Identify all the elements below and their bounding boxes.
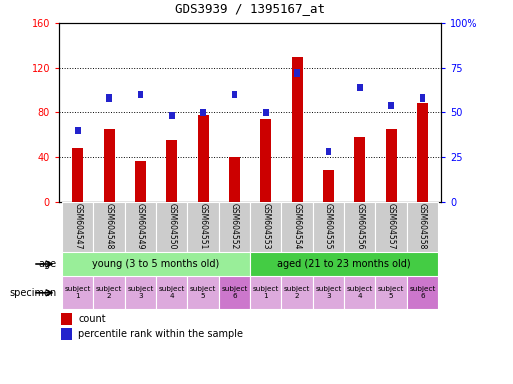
Bar [187, 202, 219, 252]
Text: GSM604557: GSM604557 [387, 203, 396, 250]
Text: GSM604548: GSM604548 [105, 204, 113, 250]
Text: GSM604556: GSM604556 [355, 203, 364, 250]
Text: GSM604550: GSM604550 [167, 203, 176, 250]
Text: subject
1: subject 1 [252, 286, 279, 299]
Text: subject
5: subject 5 [190, 286, 216, 299]
Bar [62, 276, 93, 309]
Text: GSM604549: GSM604549 [136, 203, 145, 250]
Text: GSM604558: GSM604558 [418, 204, 427, 250]
Text: subject
1: subject 1 [65, 286, 91, 299]
Text: subject
6: subject 6 [409, 286, 436, 299]
Text: GSM604547: GSM604547 [73, 203, 82, 250]
Text: percentile rank within the sample: percentile rank within the sample [78, 329, 243, 339]
Text: subject
3: subject 3 [127, 286, 153, 299]
Bar [72, 148, 83, 202]
Bar [219, 276, 250, 309]
Text: subject
2: subject 2 [96, 286, 122, 299]
Bar [231, 91, 237, 98]
Bar [354, 137, 365, 202]
Bar [260, 119, 271, 202]
Bar [125, 202, 156, 252]
Text: GSM604554: GSM604554 [292, 203, 302, 250]
Text: aged (21 to 23 months old): aged (21 to 23 months old) [277, 259, 411, 269]
Text: subject
3: subject 3 [315, 286, 342, 299]
Bar [137, 91, 143, 98]
Bar [294, 70, 300, 77]
Bar [75, 127, 81, 134]
Bar [169, 112, 174, 119]
Bar [62, 202, 93, 252]
Bar [344, 276, 376, 309]
Text: subject
6: subject 6 [221, 286, 248, 299]
Bar [407, 276, 438, 309]
Bar [386, 129, 397, 202]
Bar [250, 202, 282, 252]
Bar [263, 109, 269, 116]
Bar [313, 276, 344, 309]
Text: subject
5: subject 5 [378, 286, 404, 299]
Bar [344, 202, 376, 252]
Text: count: count [78, 314, 106, 324]
Text: age: age [38, 259, 56, 269]
Bar [135, 161, 146, 202]
Text: subject
2: subject 2 [284, 286, 310, 299]
Bar [323, 170, 334, 202]
Bar [156, 276, 187, 309]
Bar [156, 202, 187, 252]
Text: GSM604553: GSM604553 [261, 203, 270, 250]
Text: GSM604551: GSM604551 [199, 204, 208, 250]
Text: young (3 to 5 months old): young (3 to 5 months old) [92, 259, 220, 269]
Bar [376, 276, 407, 309]
Bar [388, 102, 394, 109]
Bar [200, 109, 206, 116]
Bar [420, 94, 425, 102]
Bar [104, 129, 114, 202]
Bar [187, 276, 219, 309]
Bar [282, 276, 313, 309]
Text: subject
4: subject 4 [347, 286, 373, 299]
Text: specimen: specimen [9, 288, 56, 298]
Bar [313, 202, 344, 252]
Bar [282, 202, 313, 252]
Bar [106, 94, 112, 102]
Bar [61, 328, 72, 340]
Bar [229, 157, 240, 202]
Bar [62, 252, 250, 276]
Bar [417, 103, 428, 202]
Text: GSM604555: GSM604555 [324, 203, 333, 250]
Bar [219, 202, 250, 252]
Bar [291, 56, 303, 202]
Bar [125, 276, 156, 309]
Bar [61, 313, 72, 325]
Bar [250, 252, 438, 276]
Bar [376, 202, 407, 252]
Bar [166, 140, 177, 202]
Bar [326, 148, 331, 155]
Bar [93, 202, 125, 252]
Bar [93, 276, 125, 309]
Bar [250, 276, 282, 309]
Text: GSM604552: GSM604552 [230, 204, 239, 250]
Bar [407, 202, 438, 252]
Text: subject
4: subject 4 [159, 286, 185, 299]
Text: GDS3939 / 1395167_at: GDS3939 / 1395167_at [175, 2, 325, 15]
Bar [198, 114, 209, 202]
Bar [357, 84, 363, 91]
